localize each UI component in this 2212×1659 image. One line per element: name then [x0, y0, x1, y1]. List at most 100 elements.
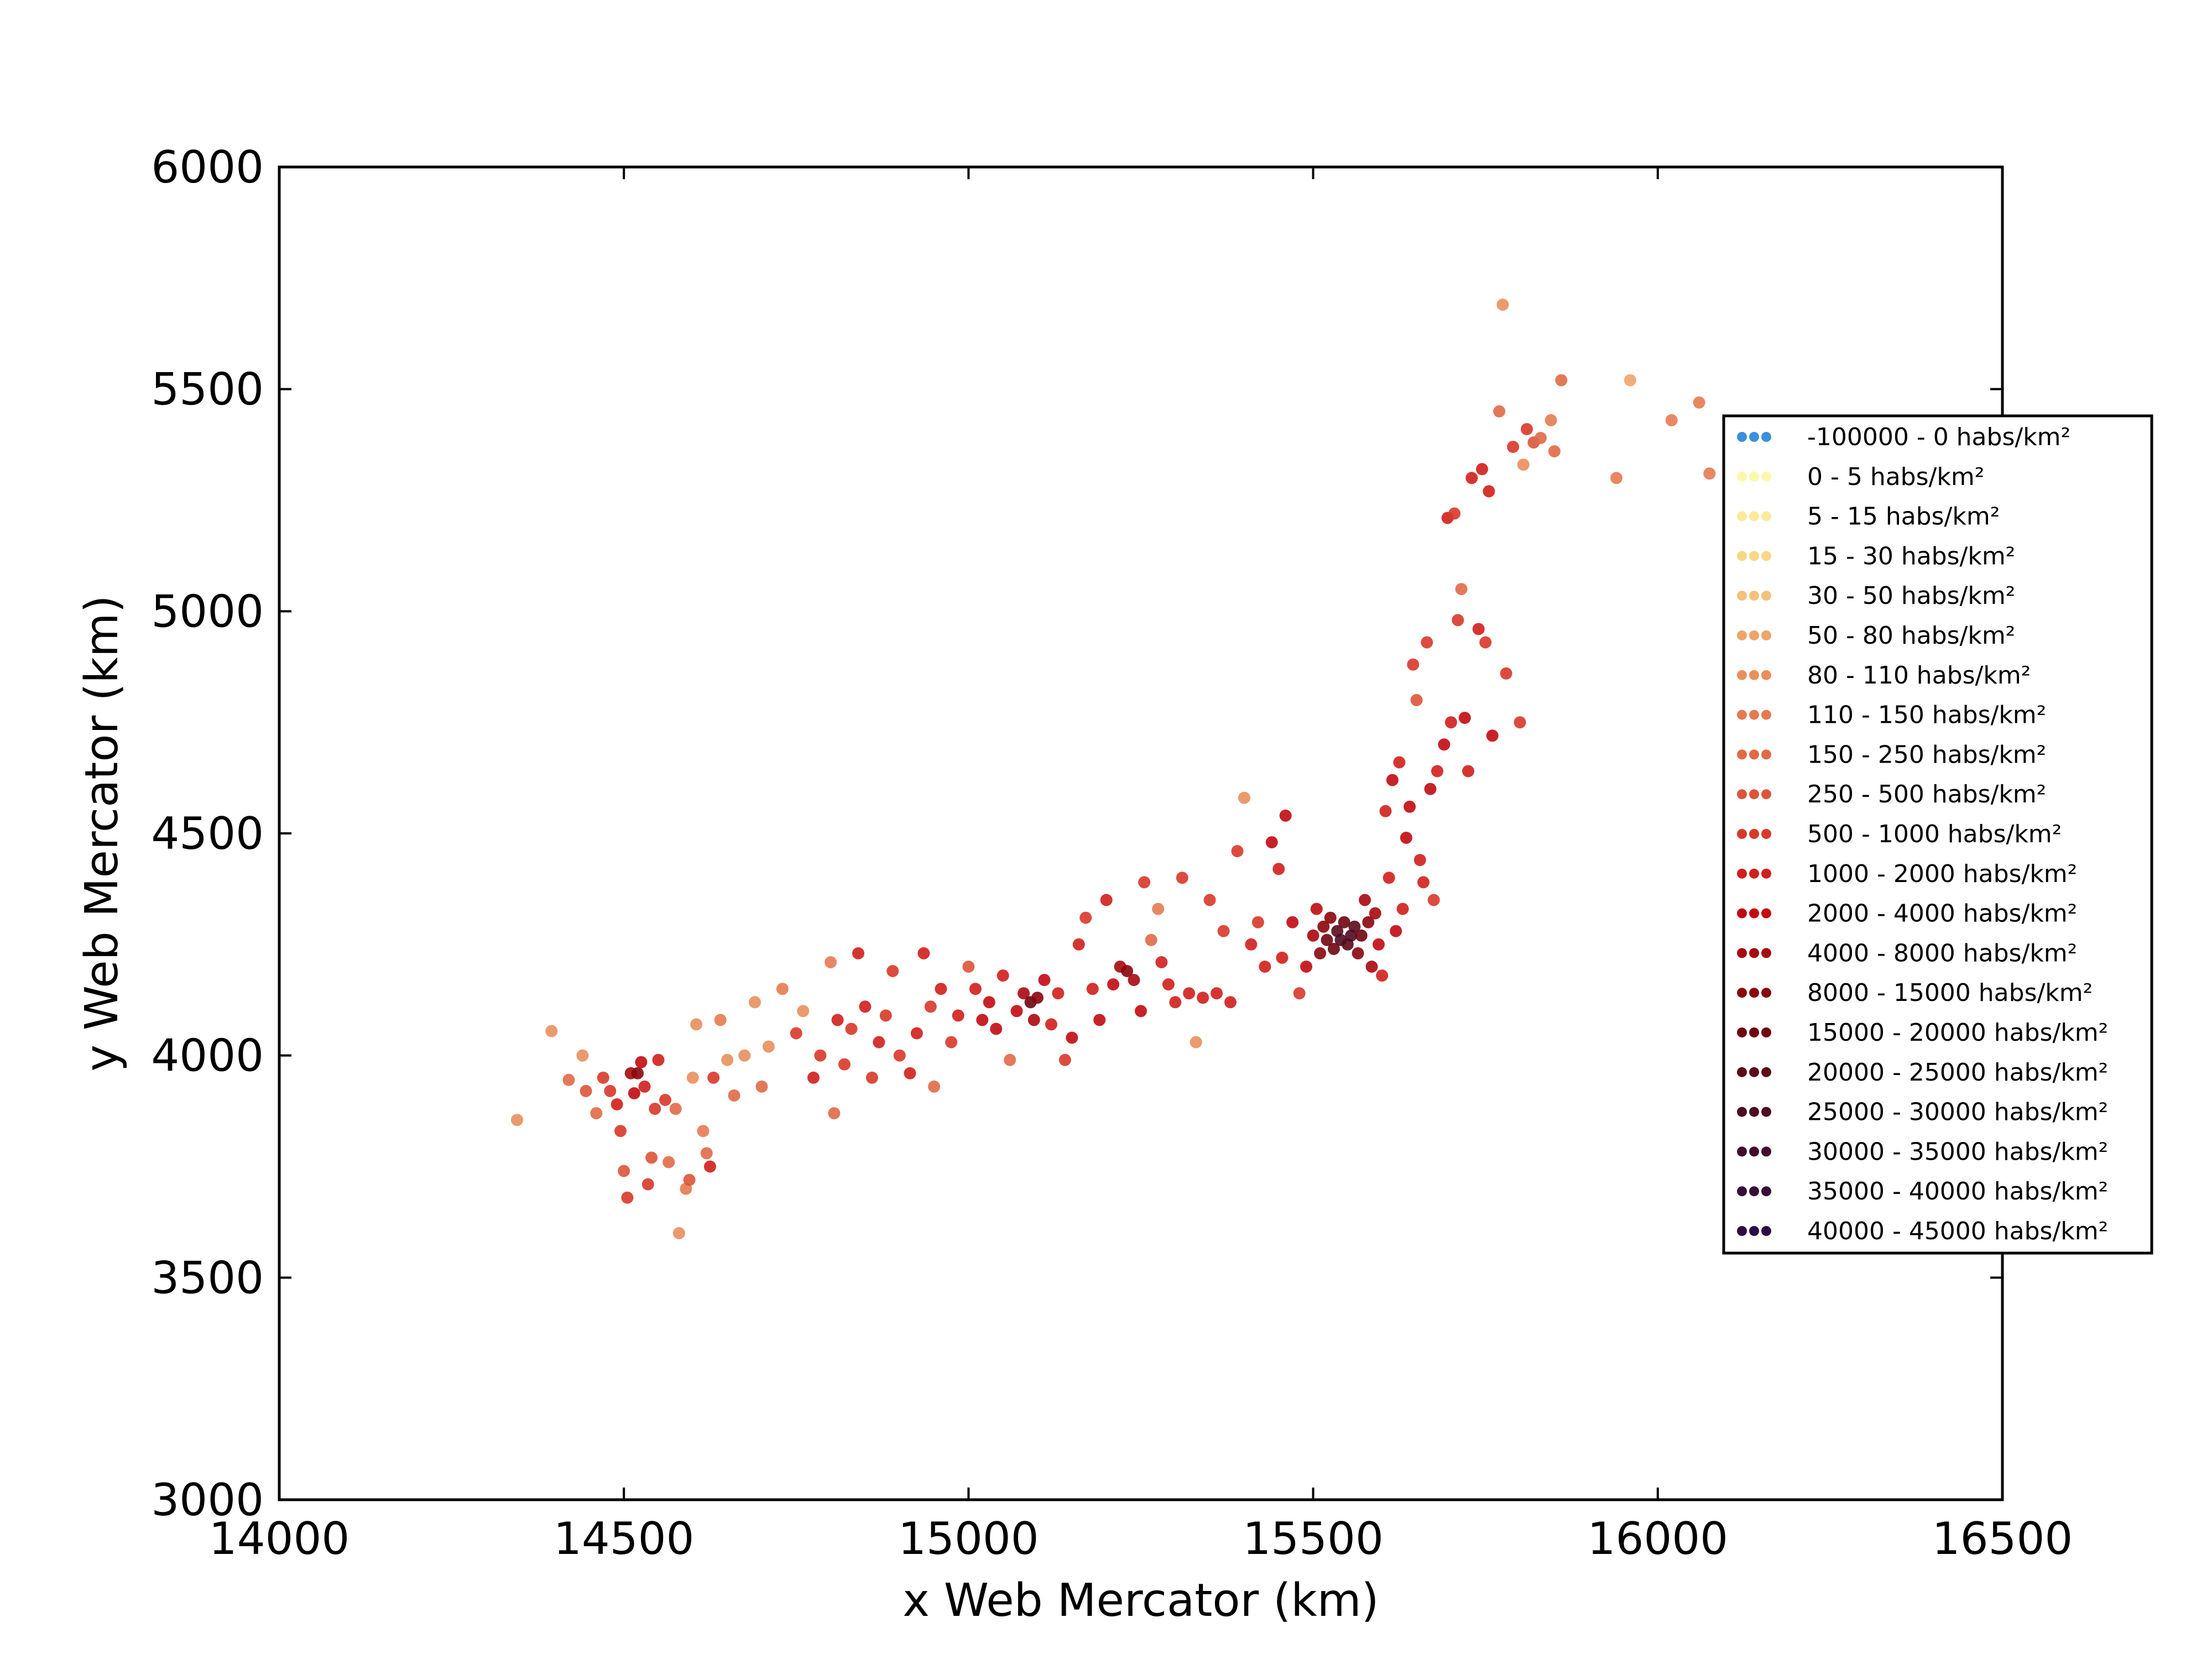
data-point: [1496, 299, 1509, 311]
data-point: [645, 1151, 658, 1164]
data-point: [776, 983, 789, 995]
y-tick-label: 4500: [151, 808, 264, 859]
data-point: [1004, 1053, 1016, 1066]
legend-entry: -100000 - 0 habs/km²: [1737, 423, 2070, 451]
data-point: [828, 1107, 841, 1120]
data-point: [1310, 902, 1323, 915]
legend-marker: [1737, 432, 1747, 442]
data-point: [1448, 507, 1461, 520]
data-point: [1507, 441, 1520, 453]
data-point: [1145, 933, 1157, 946]
data-point: [562, 1073, 575, 1086]
data-point: [1421, 636, 1433, 649]
data-point: [690, 1018, 703, 1031]
x-tick-label: 16000: [1588, 1513, 1729, 1564]
legend-entry: 8000 - 15000 habs/km²: [1737, 979, 2093, 1007]
data-point: [576, 1049, 589, 1062]
legend-marker: [1761, 908, 1771, 919]
data-point: [1300, 961, 1313, 973]
data-point: [614, 1125, 627, 1138]
data-point: [659, 1094, 671, 1106]
legend-marker: [1749, 1186, 1759, 1197]
data-point: [604, 1084, 617, 1097]
data-point: [1010, 1005, 1023, 1018]
data-point: [1410, 694, 1423, 706]
legend-marker: [1749, 908, 1759, 919]
data-point: [611, 1098, 623, 1110]
legend-label: 30 - 50 habs/km²: [1807, 582, 2015, 610]
data-point: [1155, 956, 1168, 968]
data-point: [997, 969, 1009, 982]
legend-marker: [1749, 432, 1759, 442]
data-point: [814, 1049, 827, 1062]
legend-box: [1722, 414, 2153, 1255]
legend-marker: [1749, 988, 1759, 998]
legend-entry: 5 - 15 habs/km²: [1737, 503, 2000, 531]
legend-marker: [1737, 591, 1747, 601]
legend-marker: [1749, 709, 1759, 720]
data-point: [1424, 782, 1437, 795]
legend-marker: [1749, 1027, 1759, 1037]
x-tick-label: 15000: [898, 1513, 1039, 1564]
data-point: [1066, 1031, 1078, 1044]
data-point: [1045, 1018, 1057, 1031]
legend-label: 8000 - 15000 habs/km²: [1807, 979, 2093, 1007]
legend-entry: 4000 - 8000 habs/km²: [1737, 939, 2077, 967]
data-point: [1376, 969, 1389, 982]
data-point: [1348, 920, 1361, 933]
legend-marker: [1761, 948, 1771, 958]
data-point: [807, 1071, 820, 1084]
data-point: [1321, 933, 1333, 946]
legend-label: 250 - 500 habs/km²: [1807, 780, 2046, 808]
data-point: [1665, 414, 1678, 426]
data-point: [1324, 911, 1337, 924]
data-point: [1259, 961, 1271, 973]
data-point: [1317, 920, 1330, 933]
data-point: [1462, 765, 1474, 778]
data-point: [952, 1009, 964, 1022]
data-point: [1396, 902, 1409, 915]
legend-marker: [1761, 591, 1771, 601]
data-point: [838, 1058, 851, 1071]
data-point: [1493, 405, 1506, 418]
data-point: [1379, 805, 1392, 817]
data-point: [1169, 996, 1182, 1009]
legend-entry: 30 - 50 habs/km²: [1737, 582, 2015, 610]
data-point: [797, 1005, 810, 1018]
data-point: [1352, 947, 1364, 959]
data-point: [845, 1022, 858, 1035]
legend-marker: [1749, 829, 1759, 839]
x-axis-label: x Web Mercator (km): [902, 1574, 1379, 1627]
data-point: [700, 1147, 713, 1160]
data-point: [831, 1014, 844, 1026]
legend-marker: [1761, 551, 1771, 561]
data-point: [511, 1114, 523, 1126]
legend-marker: [1737, 749, 1747, 760]
data-point: [704, 1160, 716, 1173]
data-point: [1293, 987, 1306, 1000]
data-point: [1276, 951, 1288, 964]
data-point: [652, 1053, 665, 1066]
legend-label: 2000 - 4000 habs/km²: [1807, 900, 2077, 928]
data-point: [1018, 987, 1030, 1000]
legend-marker: [1761, 1027, 1771, 1037]
x-tick-label: 14500: [554, 1513, 695, 1564]
data-point: [662, 1156, 675, 1168]
data-point: [976, 1014, 989, 1026]
legend-label: 25000 - 30000 habs/km²: [1807, 1098, 2108, 1126]
y-tick-label: 3000: [151, 1474, 264, 1526]
legend-label: 0 - 5 habs/km²: [1807, 463, 1984, 491]
data-point: [825, 956, 837, 968]
legend-entry: 50 - 80 habs/km²: [1737, 622, 2015, 650]
data-point: [1355, 929, 1368, 942]
data-point: [1245, 938, 1258, 951]
data-point: [714, 1014, 727, 1026]
y-tick-label: 4000: [151, 1030, 264, 1082]
data-point: [1135, 1005, 1147, 1018]
data-point: [1555, 374, 1568, 387]
legend-marker: [1737, 551, 1747, 561]
legend-marker: [1749, 1226, 1759, 1236]
data-point: [1610, 472, 1623, 484]
data-point: [686, 1071, 699, 1084]
data-point: [1390, 925, 1402, 937]
